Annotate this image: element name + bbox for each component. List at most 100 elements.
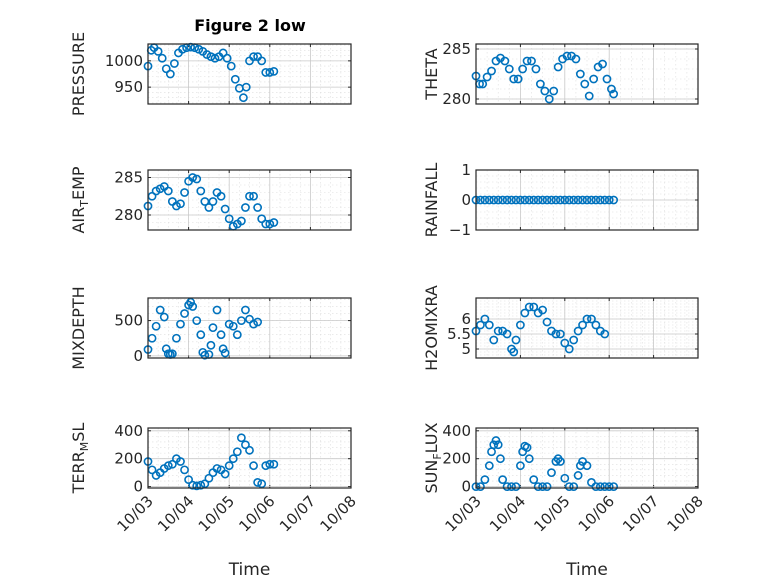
data-point [269, 459, 279, 469]
data-point [584, 91, 594, 101]
data-point [516, 461, 525, 471]
data-point [253, 478, 263, 487]
y-tick-label: 280 [442, 90, 471, 108]
data-point [476, 320, 485, 330]
data-point [511, 195, 521, 205]
subplot-5: 0 500 MIXDEPTH [69, 286, 352, 370]
data-point [573, 471, 583, 480]
data-point [484, 195, 494, 205]
data-point [533, 482, 543, 492]
data-point [547, 468, 556, 478]
data-point [598, 59, 607, 69]
x-tick-label: 10/07 [619, 492, 662, 535]
data-point [232, 330, 242, 340]
data-point [172, 333, 181, 343]
data-point [484, 320, 494, 330]
data-point [489, 440, 499, 450]
data-point [524, 454, 534, 464]
data-point [547, 195, 556, 205]
data-point [540, 86, 550, 96]
data-point [595, 195, 605, 205]
data-point [560, 338, 570, 348]
data-point [261, 219, 271, 229]
data-point [493, 195, 503, 205]
data-point [236, 316, 246, 325]
data-point [578, 195, 587, 205]
y-axis-label: AIRTEMP [69, 166, 91, 233]
data-point [542, 195, 552, 205]
data-point [582, 461, 592, 471]
y-tick-label: 200 [114, 450, 143, 468]
axes-frame [147, 169, 352, 231]
data-point [216, 330, 226, 340]
x-tick-label: 10/08 [317, 492, 360, 535]
data-point [496, 454, 505, 464]
data-point [522, 443, 532, 452]
data-point [169, 59, 179, 68]
data-point [241, 203, 250, 212]
subplot-4: −1 0 1 RAINFALL [422, 161, 699, 239]
data-point [489, 195, 499, 205]
data-point [167, 459, 177, 469]
data-point [502, 195, 512, 205]
x-tick-label: 10/05 [530, 492, 573, 535]
data-point [538, 305, 547, 315]
x-tick-label: 10/03 [442, 492, 485, 535]
data-point [491, 436, 501, 445]
data-point [507, 482, 516, 492]
data-point [476, 195, 485, 205]
data-point [180, 188, 189, 197]
data-point [511, 335, 521, 345]
y-tick-label: 6 [461, 310, 471, 328]
data-point [509, 347, 519, 357]
subplot-6: 55.56 H2OMIXRA [422, 285, 699, 371]
data-point [551, 329, 561, 339]
data-point [228, 321, 238, 331]
data-point [241, 82, 251, 92]
data-point [533, 195, 543, 205]
data-point [186, 297, 196, 307]
data-point [192, 481, 202, 491]
data-point [196, 186, 206, 196]
y-axis-label: H2OMIXRA [422, 285, 441, 371]
data-point [542, 317, 552, 327]
data-point [265, 68, 275, 77]
data-point [208, 197, 218, 206]
data-point [573, 326, 583, 336]
data-point [236, 433, 246, 443]
data-point [589, 74, 599, 84]
data-point [531, 64, 541, 74]
y-tick-label: 400 [442, 422, 471, 440]
axes-frame [475, 297, 699, 359]
data-point [176, 199, 185, 209]
data-point [500, 56, 510, 66]
data-point [200, 350, 210, 360]
x-axis-label: Time [228, 560, 271, 580]
data-point [569, 195, 579, 205]
data-point [578, 320, 587, 330]
data-point [480, 314, 490, 324]
data-point [180, 309, 189, 318]
data-point [232, 447, 242, 457]
data-point [498, 475, 508, 485]
data-point [155, 305, 165, 315]
data-point [178, 44, 187, 54]
data-point [516, 195, 525, 205]
data-point [224, 461, 234, 471]
data-point [524, 302, 534, 312]
data-point [600, 482, 610, 492]
data-point [580, 79, 590, 89]
data-point [609, 89, 619, 99]
data-point [575, 69, 585, 79]
data-point [245, 445, 254, 455]
y-axis-label: MIXDEPTH [69, 286, 88, 369]
data-point [522, 56, 532, 66]
data-point [480, 475, 490, 485]
data-point [151, 321, 161, 331]
data-point [200, 197, 210, 206]
y-tick-label: 0 [133, 347, 143, 365]
x-tick-label: 10/04 [486, 492, 529, 535]
data-point [591, 195, 601, 205]
data-point [564, 195, 574, 205]
data-point [498, 195, 508, 205]
